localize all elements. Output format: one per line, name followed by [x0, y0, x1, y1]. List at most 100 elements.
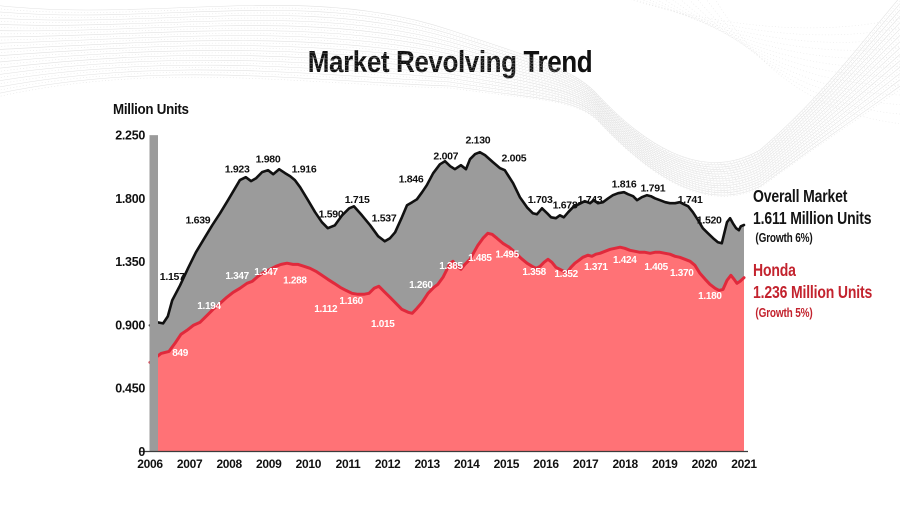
honda-data-label: 849: [172, 348, 189, 359]
decor-wave-line: [0, 50, 900, 184]
overall-data-label: 1.743: [578, 194, 603, 206]
decor-wave-line: [0, 69, 900, 194]
x-tick-label: 2016: [533, 457, 559, 471]
overall-data-label: 1.537: [372, 213, 397, 225]
x-tick-label: 2014: [454, 457, 480, 471]
legend-honda-value: 1.236 Million Units: [753, 282, 873, 303]
decor-wave-line: [0, 64, 900, 191]
decor-wave-line: [0, 40, 900, 179]
overall-data-label: 1.157: [160, 271, 185, 283]
decor-wave-line: [0, 25, 900, 174]
decor-wave-line: [0, 6, 900, 167]
x-tick-label: 2013: [414, 457, 440, 471]
x-tick-label: 2020: [692, 457, 718, 471]
decor-wave-line: [0, 57, 900, 188]
decor-arc-line: [680, 0, 900, 86]
overall-data-label: 1.590: [319, 209, 344, 221]
decor-wave-line: [0, 37, 900, 178]
decor-arc-line: [706, 0, 900, 115]
honda-data-label: 1.352: [554, 269, 578, 280]
y-tick-label: 2.250: [115, 129, 145, 143]
decor-arc-line: [715, 0, 900, 124]
decor-wave-line: [0, 12, 900, 169]
x-tick-label: 2018: [612, 457, 638, 471]
decor-arc-line: [649, 0, 900, 51]
decor-wave-line: [0, 45, 900, 182]
x-tick-label: 2009: [256, 457, 282, 471]
x-tick-label: 2010: [296, 457, 322, 471]
honda-data-label: 1.405: [644, 262, 668, 273]
overall-line: [148, 150, 746, 327]
legend-honda-name: Honda: [753, 260, 796, 281]
honda-data-label: 1.485: [468, 253, 492, 264]
y-tick-label: 0.450: [115, 382, 145, 396]
decor-arc-line: [672, 0, 900, 77]
x-tick-label: 2015: [494, 457, 520, 471]
overall-data-label: 1.846: [399, 174, 424, 186]
honda-data-label: 1.160: [339, 296, 363, 307]
decor-wave-line: [0, 74, 900, 196]
legend-honda: Honda 1.236 Million Units (Growth 5%): [753, 260, 872, 319]
honda-data-label: 1.385: [439, 261, 463, 272]
x-tick-label: 2012: [375, 457, 401, 471]
decor-wave-line: [0, 0, 898, 163]
x-tick-label: 2007: [177, 457, 203, 471]
honda-data-label: 1.347: [254, 267, 278, 278]
legend-overall-value: 1.611 Million Units: [753, 207, 872, 228]
decor-wave-line: [0, 55, 900, 186]
honda-line: [148, 231, 746, 364]
honda-data-label: 1.260: [409, 280, 433, 291]
x-tick-label: 2006: [137, 457, 163, 471]
x-tick-label: 2021: [731, 457, 757, 471]
honda-data-label: 1.495: [495, 250, 519, 261]
y-tick-label: 0.900: [115, 319, 145, 333]
decor-arc-line: [656, 0, 900, 59]
overall-data-label: 1.916: [292, 164, 317, 176]
legend-honda-growth: (Growth 5%): [755, 305, 813, 320]
overall-data-label: 1.639: [186, 215, 211, 227]
decor-wave-line: [0, 15, 900, 170]
honda-data-label: 1.194: [197, 301, 221, 312]
honda-data-label: 1.288: [283, 276, 307, 287]
overall-data-label: 2.005: [502, 153, 527, 165]
honda-data-label: 1.424: [613, 255, 637, 266]
decor-arc-line: [631, 0, 900, 29]
y-axis-title: Million Units: [113, 102, 189, 118]
overall-data-label: 1.816: [612, 179, 637, 191]
overall-data-label: 1.520: [697, 215, 722, 227]
overall-data-label: 1.678: [553, 200, 578, 212]
honda-data-label: 1.112: [314, 304, 338, 315]
x-tick-label: 2011: [336, 457, 361, 471]
decor-wave-line: [0, 34, 900, 177]
legend-overall-name: Overall Market: [753, 186, 848, 206]
overall-data-label: 1.791: [641, 183, 666, 195]
y-tick-label: 1.350: [115, 255, 145, 269]
honda-area: [150, 233, 744, 452]
honda-data-label: 1.015: [371, 319, 395, 330]
honda-data-label: 1.371: [584, 262, 608, 273]
overall-data-label: 1.715: [345, 194, 370, 206]
x-tick-label: 2008: [216, 457, 242, 471]
decor-arc-line: [642, 0, 900, 43]
honda-data-label: 1.370: [670, 268, 694, 279]
decor-wave-line: [0, 52, 900, 185]
overall-data-label: 2.130: [466, 135, 491, 147]
honda-data-label: 1.347: [225, 271, 249, 282]
decor-wave-line: [0, 28, 900, 175]
y-axis-bar: [149, 135, 158, 452]
y-tick-label: 1.800: [115, 192, 145, 206]
overall-data-label: 1.923: [225, 164, 250, 176]
honda-data-label: 1.180: [698, 291, 722, 302]
x-tick-label: 2017: [573, 457, 599, 471]
decor-arc-line: [664, 0, 900, 68]
y-tick-label: 0: [138, 445, 145, 459]
legend-overall-growth: (Growth 6%): [755, 231, 813, 246]
overall-data-label: 1.703: [528, 194, 553, 206]
decor-wave-line: [0, 59, 900, 189]
overall-data-label: 1.741: [678, 194, 703, 206]
decor-wave-line: [0, 3, 900, 166]
legend: Overall Market 1.611 Million Units (Grow…: [753, 186, 872, 320]
overall-data-label: 1.980: [256, 154, 281, 166]
